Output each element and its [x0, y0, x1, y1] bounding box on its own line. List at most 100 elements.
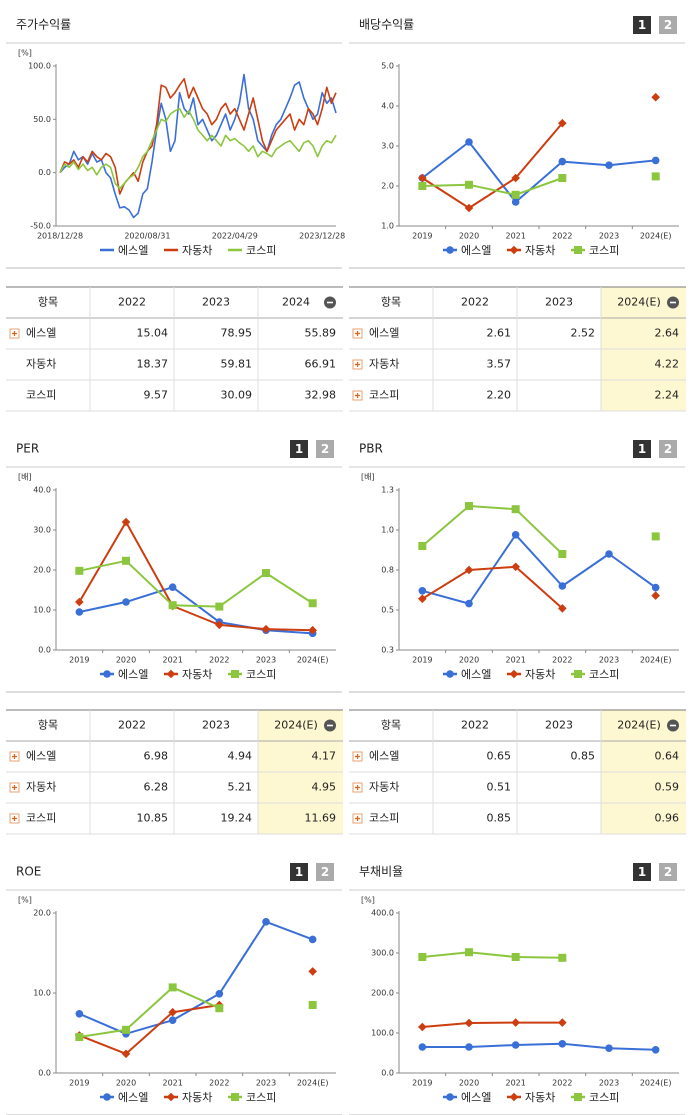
page-button[interactable] — [316, 440, 334, 458]
y-tick-label: 0.3 — [381, 646, 394, 655]
data-point — [418, 542, 427, 550]
page-button-label[interactable]: 1 — [638, 865, 646, 879]
data-point — [605, 1044, 613, 1052]
data-point — [651, 172, 660, 181]
x-tick-label: 2021 — [505, 232, 525, 241]
data-point — [511, 1041, 520, 1049]
y-tick-label: 1.3 — [381, 486, 394, 495]
value-cell: 4.95 — [312, 781, 337, 794]
page-button[interactable] — [633, 16, 651, 34]
y-tick-label: 300.0 — [371, 949, 394, 958]
data-point — [511, 562, 520, 572]
page-button-label[interactable]: 1 — [638, 18, 646, 32]
series-line — [59, 107, 337, 190]
header-cell: 2023 — [545, 719, 573, 732]
header-cell: 2022 — [461, 296, 489, 309]
data-point — [122, 1025, 130, 1034]
data-point — [651, 591, 660, 600]
data-point — [605, 161, 613, 169]
legend-label: 자동차 — [182, 668, 212, 681]
row-name: 에스엘 — [369, 327, 399, 340]
row-name: 코스피 — [369, 389, 399, 402]
page-button-label[interactable]: 1 — [295, 442, 303, 456]
series-line — [422, 1021, 563, 1028]
data-point — [122, 598, 130, 606]
value-cell: 10.85 — [137, 812, 169, 825]
legend-marker — [166, 1092, 176, 1102]
value-cell: 4.17 — [312, 750, 337, 763]
data-point — [122, 556, 130, 565]
x-tick-label: 2019 — [412, 656, 432, 665]
legend-label: 에스엘 — [118, 668, 148, 681]
x-tick-label: 2023 — [256, 656, 276, 665]
page-button[interactable] — [290, 440, 308, 458]
series-line — [79, 586, 313, 635]
data-point — [168, 983, 177, 992]
y-tick-label: 10.0 — [33, 989, 51, 998]
header-cell: 항목 — [38, 719, 58, 732]
page-button[interactable] — [659, 863, 677, 881]
value-cell: 11.69 — [305, 812, 337, 825]
x-tick-label: 2019 — [69, 1079, 89, 1088]
x-tick-label: 2024(E) — [640, 232, 672, 241]
legend-label: 에스엘 — [461, 244, 491, 257]
data-point — [262, 569, 270, 578]
data-point — [308, 1001, 317, 1009]
y-tick-label: 0.5 — [381, 606, 394, 615]
data-point — [418, 173, 427, 183]
page-button-label[interactable]: 1 — [638, 442, 646, 456]
data-point — [558, 953, 567, 962]
page-button[interactable] — [659, 16, 677, 34]
page-button[interactable] — [633, 863, 651, 881]
y-tick-label: 400.0 — [371, 909, 394, 918]
data-point — [465, 180, 473, 189]
page-button-label[interactable]: 2 — [664, 18, 672, 32]
unit-label: [%] — [18, 49, 32, 58]
page-button[interactable] — [316, 863, 334, 881]
page-button[interactable] — [290, 863, 308, 881]
data-point — [465, 948, 473, 957]
page-button[interactable] — [659, 440, 677, 458]
value-cell: 2.61 — [487, 327, 512, 340]
series-line — [422, 506, 655, 554]
value-cell: 66.91 — [305, 358, 337, 371]
y-tick-label: -50.0 — [30, 222, 51, 231]
unit-label: [배] — [18, 473, 32, 482]
data-point — [308, 599, 317, 608]
page-button-label[interactable]: 1 — [295, 865, 303, 879]
data-point — [121, 1049, 131, 1059]
data-point — [215, 990, 224, 998]
header-cell: 항목 — [381, 719, 401, 732]
y-tick-label: 1.0 — [381, 526, 394, 535]
unit-label: [%] — [18, 896, 32, 905]
legend-label: 코스피 — [246, 1091, 276, 1104]
y-tick-label: 4.0 — [381, 102, 394, 111]
data-point — [418, 1043, 427, 1051]
x-tick-label: 2022 — [209, 656, 229, 665]
x-tick-label: 2022 — [209, 1079, 229, 1088]
value-cell: 55.89 — [305, 327, 337, 340]
page-button-label[interactable]: 2 — [664, 865, 672, 879]
header-cell: 2022 — [461, 719, 489, 732]
series-line — [78, 521, 313, 632]
y-tick-label: 0.0 — [38, 646, 51, 655]
x-tick-label: 2024(E) — [640, 656, 672, 665]
page-button-label[interactable]: 2 — [321, 865, 329, 879]
x-tick-label: 2020/08/31 — [124, 232, 170, 241]
legend-label: 코스피 — [589, 244, 619, 257]
x-tick-label: 2020 — [116, 656, 136, 665]
row-name: 에스엘 — [26, 327, 56, 340]
value-cell: 59.81 — [221, 358, 253, 371]
series-line — [421, 141, 656, 203]
data-point — [75, 597, 84, 607]
legend-marker — [574, 1093, 582, 1101]
x-tick-label: 2021 — [505, 1079, 525, 1088]
data-point — [75, 608, 84, 616]
value-cell: 2.52 — [571, 327, 596, 340]
page-button-label[interactable]: 2 — [664, 442, 672, 456]
page-button[interactable] — [633, 440, 651, 458]
data-point — [418, 594, 427, 604]
page-button-label[interactable]: 2 — [321, 442, 329, 456]
value-cell: 0.85 — [571, 750, 596, 763]
